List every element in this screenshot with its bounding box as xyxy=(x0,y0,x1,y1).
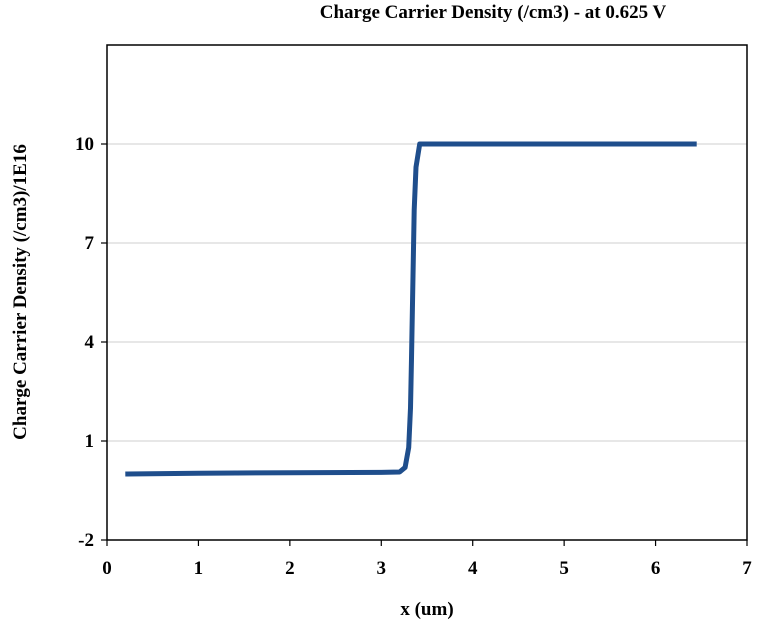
x-tick-label: 1 xyxy=(194,558,204,579)
x-tick-label: 2 xyxy=(285,558,295,579)
x-axis-label: x (um) xyxy=(400,599,453,620)
y-axis-ticks: -2 1 4 7 10 xyxy=(75,134,107,551)
y-tick-label: -2 xyxy=(78,530,94,551)
chart-title: Charge Carrier Density (/cm3) - at 0.625… xyxy=(320,2,667,23)
x-tick-label: 7 xyxy=(742,558,752,579)
gridlines xyxy=(107,143,747,442)
y-tick-label: 1 xyxy=(85,431,95,452)
x-tick-label: 4 xyxy=(468,558,478,579)
x-tick-label: 6 xyxy=(651,558,661,579)
y-tick-label: 7 xyxy=(85,233,95,254)
series-layer xyxy=(125,141,697,477)
y-axis-label: Charge Carrier Density (/cm3)/1E16 xyxy=(10,144,31,440)
x-tick-label: 3 xyxy=(377,558,387,579)
x-tick-label: 5 xyxy=(559,558,569,579)
x-axis-ticks: 0 1 2 3 4 5 6 7 xyxy=(102,540,752,579)
series-line xyxy=(125,141,697,477)
y-tick-label: 4 xyxy=(85,332,95,353)
y-tick-label: 10 xyxy=(75,134,94,155)
x-tick-label: 0 xyxy=(102,558,112,579)
plot-area-frame xyxy=(106,44,748,541)
